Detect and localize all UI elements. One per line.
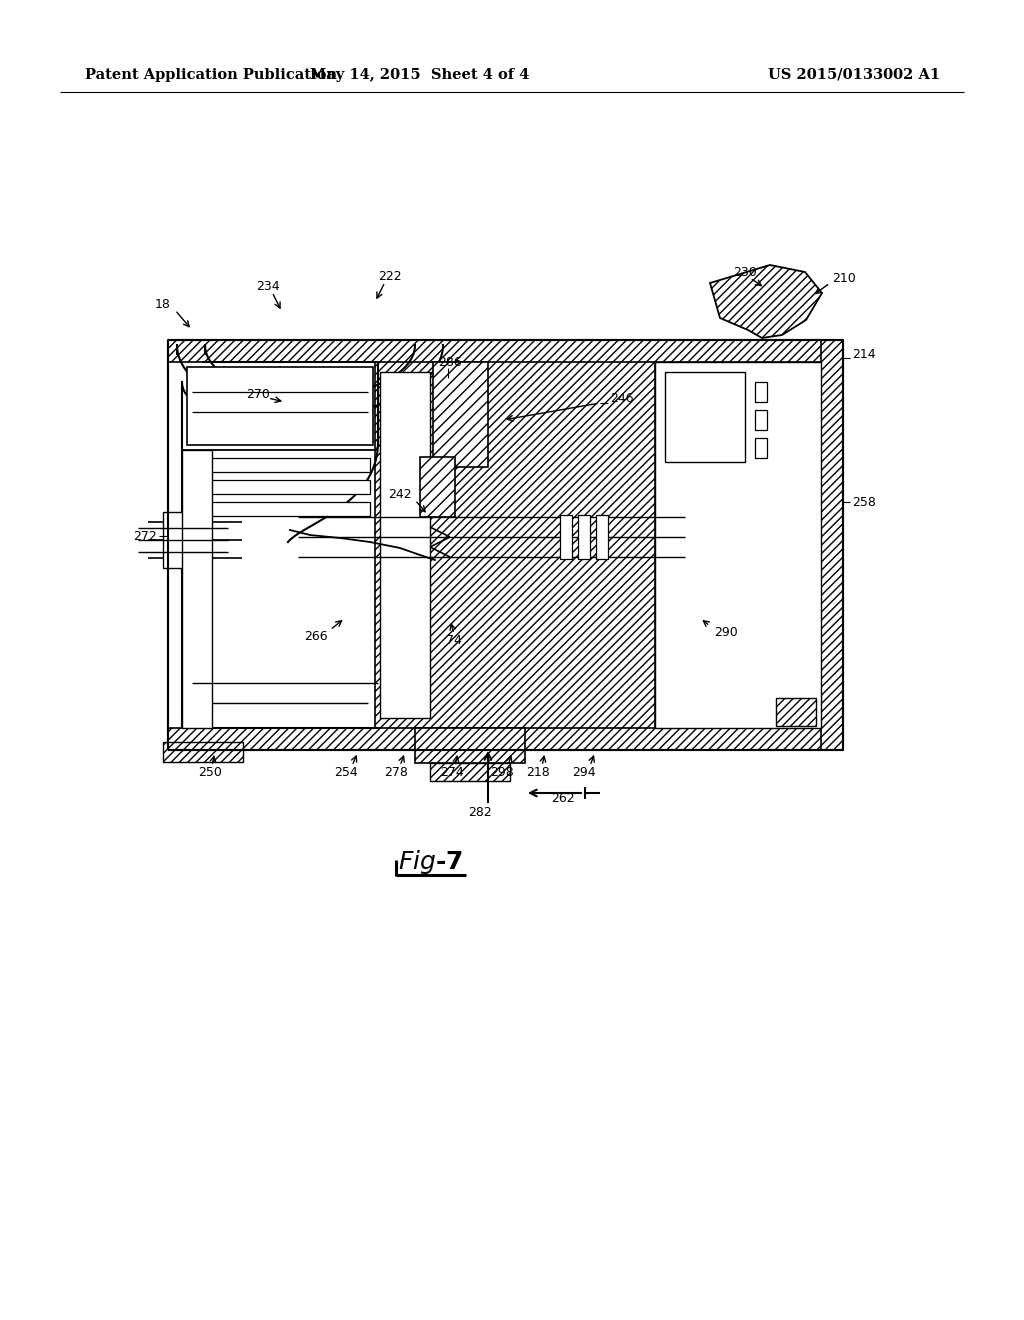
- Bar: [163, 512, 193, 568]
- Text: 230: 230: [733, 265, 757, 279]
- Text: 210: 210: [831, 272, 856, 285]
- Bar: [755, 411, 767, 430]
- Text: May 14, 2015  Sheet 4 of 4: May 14, 2015 Sheet 4 of 4: [310, 69, 529, 82]
- Text: 222: 222: [378, 269, 401, 282]
- Text: 246: 246: [610, 392, 634, 404]
- Polygon shape: [710, 265, 822, 338]
- Text: 242: 242: [388, 488, 412, 502]
- Bar: [433, 362, 488, 467]
- Bar: [190, 502, 370, 516]
- Text: 294: 294: [572, 767, 596, 780]
- Text: 262: 262: [551, 792, 574, 804]
- Text: 258: 258: [852, 495, 876, 508]
- Text: 254: 254: [334, 767, 357, 780]
- Bar: [755, 381, 767, 403]
- Text: 278: 278: [384, 767, 408, 780]
- Text: 290: 290: [714, 626, 737, 639]
- Bar: [168, 729, 843, 750]
- Bar: [190, 480, 370, 494]
- Bar: [190, 458, 370, 473]
- Bar: [776, 698, 816, 726]
- Bar: [380, 372, 430, 718]
- Text: US 2015/0133002 A1: US 2015/0133002 A1: [768, 69, 940, 82]
- Text: 74: 74: [446, 634, 462, 647]
- Bar: [821, 341, 843, 750]
- Text: 250: 250: [198, 767, 222, 780]
- Bar: [578, 515, 590, 558]
- Bar: [596, 515, 608, 558]
- Text: 266: 266: [304, 630, 328, 643]
- Bar: [420, 457, 455, 517]
- Text: 286: 286: [438, 355, 462, 368]
- Text: 298: 298: [490, 767, 514, 780]
- Bar: [182, 450, 212, 729]
- Bar: [168, 341, 843, 362]
- Text: 218: 218: [526, 767, 550, 780]
- Text: 272: 272: [133, 529, 157, 543]
- Bar: [187, 367, 373, 445]
- Bar: [655, 362, 821, 729]
- Text: 274: 274: [440, 767, 464, 780]
- Bar: [375, 341, 655, 750]
- Text: 214: 214: [852, 348, 876, 362]
- Text: $\it{Fig}$-7: $\it{Fig}$-7: [397, 847, 463, 876]
- Bar: [560, 515, 572, 558]
- Bar: [163, 742, 243, 762]
- Bar: [430, 763, 510, 781]
- Bar: [755, 438, 767, 458]
- Text: Patent Application Publication: Patent Application Publication: [85, 69, 337, 82]
- Text: 234: 234: [256, 280, 280, 293]
- Text: 18: 18: [155, 298, 171, 312]
- Text: 282: 282: [468, 805, 492, 818]
- Bar: [415, 729, 525, 763]
- Bar: [665, 372, 745, 462]
- Text: 270: 270: [246, 388, 270, 401]
